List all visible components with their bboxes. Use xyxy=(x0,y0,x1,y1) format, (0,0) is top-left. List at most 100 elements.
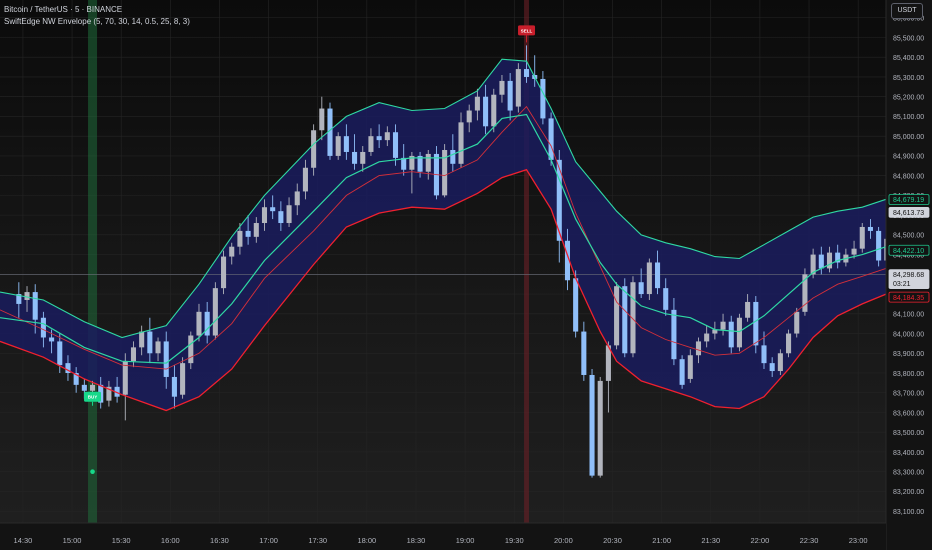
candle-body xyxy=(564,240,571,281)
candle xyxy=(24,286,30,312)
candle-body xyxy=(442,149,448,196)
time-tick-label: 23:00 xyxy=(849,536,868,545)
time-tick-label: 15:30 xyxy=(112,536,131,545)
candle xyxy=(73,367,79,393)
candle-body xyxy=(851,248,857,255)
candle-body xyxy=(409,155,415,170)
candle-body xyxy=(89,384,96,391)
candle xyxy=(130,341,137,368)
candle-body xyxy=(73,373,79,385)
buy-tag-label: BUY xyxy=(88,395,98,400)
time-tick-label: 22:00 xyxy=(751,536,770,545)
time-tick-label: 17:30 xyxy=(308,536,327,545)
price-label-tag: 84,422.10 xyxy=(888,244,930,256)
candle xyxy=(278,201,284,231)
candle xyxy=(466,104,472,133)
candle-body xyxy=(417,155,423,172)
time-tick-label: 15:00 xyxy=(63,536,82,545)
price-tick-label: 83,300.00 xyxy=(893,469,924,476)
candle-body xyxy=(130,347,137,362)
candle-body xyxy=(163,341,169,377)
sell-tag-box xyxy=(518,25,536,36)
candle xyxy=(417,151,423,178)
candle xyxy=(794,307,800,338)
candle xyxy=(876,226,882,267)
candle-body xyxy=(777,353,783,372)
candle-body xyxy=(229,246,235,257)
symbol-title[interactable]: Bitcoin / TetherUS · 5 · BINANCE xyxy=(4,5,123,14)
candle-body xyxy=(204,311,210,336)
candle-body xyxy=(810,254,816,275)
candle-body xyxy=(515,69,521,107)
candle xyxy=(499,74,505,103)
time-tick-label: 18:00 xyxy=(357,536,376,545)
candle-body xyxy=(695,341,702,356)
price-tick-label: 83,800.00 xyxy=(893,371,924,378)
price-label-text: 84,184.35 xyxy=(893,295,924,302)
candle xyxy=(155,337,161,362)
candle-body xyxy=(614,286,620,346)
candle xyxy=(474,88,480,121)
candle xyxy=(32,284,38,334)
candle xyxy=(655,250,661,295)
candle-body xyxy=(171,376,177,397)
candle-body xyxy=(24,292,30,300)
candle-body xyxy=(491,94,497,127)
time-tick-label: 20:00 xyxy=(554,536,573,545)
candle-body xyxy=(712,329,718,334)
candle-body xyxy=(753,301,759,346)
price-tick-label: 85,400.00 xyxy=(893,55,924,62)
candle-body xyxy=(876,230,882,261)
candle-body xyxy=(687,355,693,379)
candle-body xyxy=(49,337,55,342)
upper-envelope-line xyxy=(0,58,887,339)
candle xyxy=(515,63,521,113)
candle xyxy=(581,321,587,381)
candle xyxy=(704,325,710,348)
candle-body xyxy=(343,136,349,152)
indicator-title[interactable]: SwiftEdge NW Envelope (5, 70, 30, 14, 0.… xyxy=(4,17,190,26)
candle xyxy=(826,246,833,273)
candle xyxy=(286,197,292,227)
candle-body xyxy=(384,132,390,141)
candle xyxy=(433,146,439,200)
price-label-countdown: 03:21 xyxy=(893,281,911,288)
sell-tag: SELL xyxy=(518,25,536,43)
mid-green-line xyxy=(0,113,887,364)
candle xyxy=(614,282,620,350)
candle-body xyxy=(622,286,628,354)
candle-body xyxy=(728,321,734,348)
candle xyxy=(311,124,317,176)
price-tick-label: 85,600.00 xyxy=(893,16,924,23)
candle-body xyxy=(679,359,685,385)
candle xyxy=(294,183,300,216)
candle-body xyxy=(466,110,472,123)
candle-body xyxy=(155,341,161,354)
candle-body xyxy=(270,207,276,212)
candle xyxy=(523,45,530,83)
time-tick-label: 21:00 xyxy=(652,536,671,545)
time-tick-label: 19:00 xyxy=(456,536,475,545)
envelope-fill xyxy=(0,59,886,411)
candle-body xyxy=(704,333,710,342)
candle xyxy=(687,349,693,383)
candle xyxy=(114,376,120,403)
candle xyxy=(384,126,390,147)
candle-body xyxy=(57,341,63,366)
candle-body xyxy=(802,274,808,312)
candle xyxy=(671,298,677,366)
candle-body xyxy=(139,331,145,348)
candle-body xyxy=(327,108,333,156)
candle xyxy=(360,146,366,172)
candle xyxy=(745,294,751,322)
candle-body xyxy=(671,309,677,360)
candle xyxy=(180,357,186,399)
candle-body xyxy=(867,226,873,231)
candle xyxy=(818,246,824,275)
currency-button[interactable]: USDT xyxy=(891,3,923,19)
candle xyxy=(458,112,464,168)
candle-body xyxy=(589,374,595,476)
candle xyxy=(769,357,775,377)
candle-body xyxy=(212,288,218,336)
